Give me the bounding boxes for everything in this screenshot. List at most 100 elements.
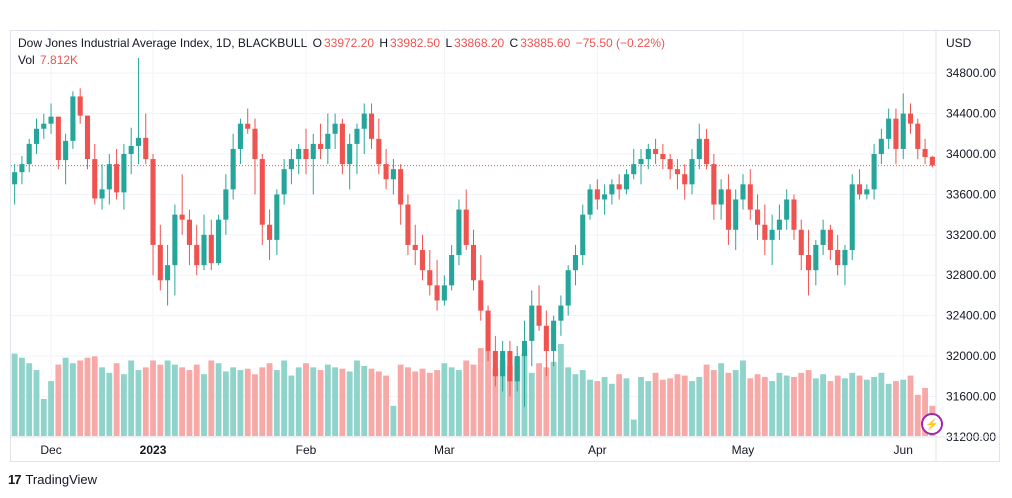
candle-body [230,148,236,190]
candle-body [26,143,32,165]
candle-body [580,214,586,256]
candle-body [172,214,178,266]
candle-body [922,148,928,158]
legend-low-label: L [445,36,453,50]
volume-bar [871,376,878,436]
candle-layer [12,58,935,407]
volume-bar [703,364,710,436]
candle-body [900,113,906,149]
tradingview-footer[interactable]: 17 TradingView [8,472,97,487]
candle-body [740,184,746,200]
candle-body [70,96,76,141]
volume-bar [405,367,411,436]
candle-body [347,143,353,165]
chart-frame[interactable] [10,30,1000,462]
volume-bar [456,370,462,436]
volume-bar [652,372,659,436]
volume-bar [507,365,513,436]
x-tick-label: Mar [434,443,455,457]
candle-body [631,164,637,175]
volume-bar [375,371,382,436]
volume-bar [791,376,797,436]
volume-bar [754,374,761,436]
volume-bar [689,381,695,436]
candle-body [179,214,185,220]
candle-body [383,164,389,180]
candle-body [827,229,833,250]
volume-bar [477,348,484,436]
volume-bar [827,381,834,436]
volume-bar [747,378,754,436]
candle-body [747,184,753,210]
candle-body [310,143,316,160]
candle-body [551,320,557,352]
volume-bar [412,371,419,436]
volume-bar [761,376,768,436]
candle-body [354,128,360,144]
volume-bar [681,375,688,436]
volume-bar [99,367,105,436]
volume-bar [849,372,856,436]
volume-bar [557,344,564,436]
volume-bar [48,381,54,436]
legend-high-value: 33982.50 [390,36,441,50]
currency-label[interactable]: USD [946,36,972,50]
candle-body [48,116,54,124]
volume-bar [157,364,164,436]
flash-icon[interactable]: ⚡ [921,413,943,435]
volume-bar [33,370,40,436]
volume-bar [361,365,368,436]
y-tick-label: 34400.00 [946,107,996,121]
volume-bar [273,370,280,436]
candle-body [194,244,200,266]
volume-bar [426,372,433,436]
candle-body [769,229,775,240]
candle-body [543,325,549,352]
volume-bar [317,370,324,436]
volume-bar [266,363,273,436]
legend-high-label: H [379,36,389,50]
volume-bar [11,353,18,436]
volume-bar [19,357,25,436]
y-tick-label: 32000.00 [946,349,996,363]
volume-bar [805,370,812,436]
volume-bar [579,370,586,436]
volume-bar [842,378,848,436]
volume-bar [441,363,448,436]
volume-bar [608,383,615,436]
x-tick-label: Jun [894,443,913,457]
candle-body [33,128,40,144]
volume-bar [776,372,783,436]
candle-body [725,189,731,230]
candle-body [150,159,156,245]
volume-bar [310,367,317,436]
volume-bar [470,364,477,436]
candle-body [274,194,280,240]
volume-bar [230,367,237,436]
volume-bar [740,360,746,436]
volume-bar [667,378,674,436]
candle-body [485,310,491,352]
candle-body [536,305,542,326]
volume-bar [783,375,790,436]
candle-body [572,255,579,271]
volume-bar [339,368,346,436]
candle-body [813,244,819,271]
candle-body [521,340,528,357]
volume-bar [91,356,98,436]
volume-bar [718,363,725,436]
candle-body [784,199,790,220]
candle-body [317,143,324,149]
volume-bar [550,361,557,436]
candle-body [674,169,680,175]
volume-bar [40,398,47,436]
candle-body [449,255,455,286]
candle-body [412,244,418,250]
volume-bar [863,379,870,436]
y-axis-layer: 34800.00 34400.00 34000.00 33600.00 33200.00… [935,31,996,461]
volume-bar [565,367,572,436]
volume-bar [215,363,222,436]
volume-bar [113,363,120,436]
volume-bar [193,364,200,436]
